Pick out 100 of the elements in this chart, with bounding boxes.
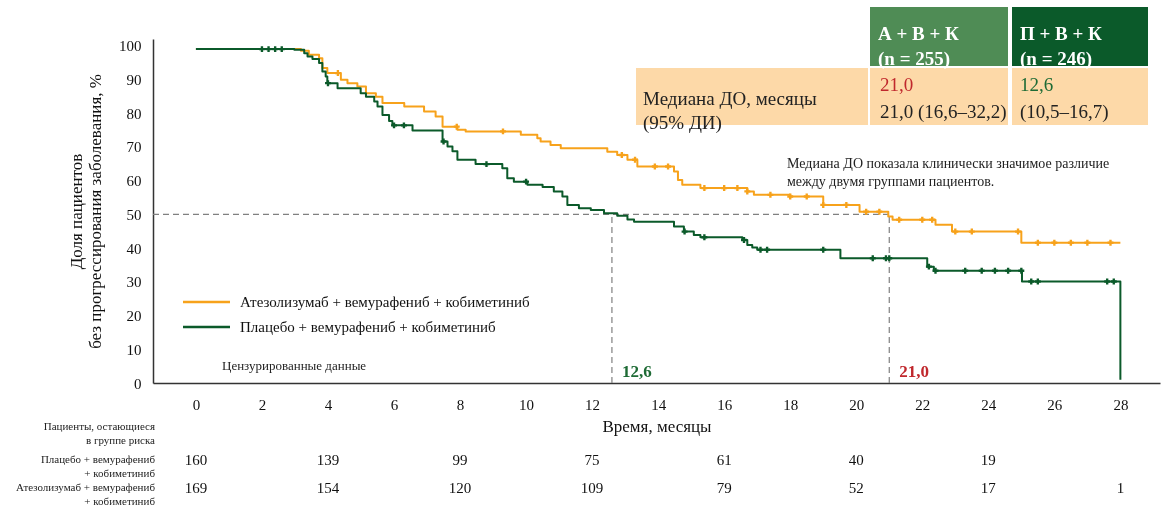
y-tick-label: 70 xyxy=(126,139,142,156)
text: Атезолизумаб + вемурафениб + кобиметиниб xyxy=(15,481,156,507)
y-tick-label: 50 xyxy=(126,206,142,223)
point xyxy=(767,191,774,198)
x-tick-label: 10 xyxy=(519,396,535,413)
point xyxy=(843,201,850,208)
point xyxy=(701,234,708,241)
point xyxy=(820,201,827,208)
annotation: 12,6 xyxy=(621,362,652,381)
text: 169 154 120 109 79 52 17 1 xyxy=(184,480,1125,496)
x-tick-label: 18 xyxy=(783,396,799,413)
y-tick-label: 60 xyxy=(126,173,142,190)
annotation: Медиана ДО, месяцы (95% ДИ) xyxy=(643,87,817,135)
x-tick-label: 4 xyxy=(324,396,333,413)
annotation: П + В + К (n = 246) xyxy=(1020,23,1103,70)
annotation: Медиана ДО показала клинически значимое различие между двумя группами пациентов. xyxy=(787,155,1110,189)
point xyxy=(483,161,490,168)
point xyxy=(962,267,969,274)
x-tick-label: 16 xyxy=(717,396,733,413)
point xyxy=(400,122,407,129)
point xyxy=(1104,278,1111,285)
point xyxy=(618,152,625,158)
x-tick-label: 22 xyxy=(915,396,931,413)
x-tick-label: 24 xyxy=(981,396,997,413)
annotation: (10,5–16,7) xyxy=(1020,101,1109,123)
annotation: 21,0 xyxy=(880,74,914,95)
point xyxy=(1067,239,1074,246)
point xyxy=(925,263,932,270)
point xyxy=(741,237,747,243)
point xyxy=(952,228,959,235)
point xyxy=(787,193,794,200)
point xyxy=(757,246,764,253)
point xyxy=(523,178,530,185)
point xyxy=(820,246,827,253)
point xyxy=(453,123,460,130)
point xyxy=(886,255,893,262)
point xyxy=(876,208,883,215)
point xyxy=(632,156,638,163)
x-tick-label: 8 xyxy=(456,396,465,413)
point xyxy=(1034,239,1041,246)
point xyxy=(325,80,331,87)
point xyxy=(265,46,272,53)
y-tick-label: 100 xyxy=(119,38,142,55)
point xyxy=(259,46,265,53)
annotation: Цензурированные данные xyxy=(222,358,367,373)
point xyxy=(1051,239,1058,246)
point xyxy=(1107,239,1114,246)
point xyxy=(734,185,741,192)
point xyxy=(665,163,672,170)
x-tick-label: 6 xyxy=(390,396,399,413)
point xyxy=(919,216,926,223)
y-tick-label: 0 xyxy=(134,375,142,392)
annotation: 12,6 xyxy=(1020,74,1054,95)
y-tick-label: 90 xyxy=(126,71,142,88)
y-tick-label: 30 xyxy=(126,274,142,291)
point xyxy=(863,208,870,215)
point xyxy=(651,163,658,170)
point xyxy=(272,46,279,53)
text: Пациенты, остающиеся в группе риска xyxy=(43,420,156,447)
point xyxy=(932,267,939,274)
legend-label: Атезолизумаб + вемурафениб + кобиметиниб xyxy=(240,294,530,310)
point xyxy=(1015,228,1021,235)
text: 160 139 99 75 61 40 19 xyxy=(184,452,996,468)
point xyxy=(978,267,985,274)
point xyxy=(721,185,728,192)
point xyxy=(278,46,285,53)
point xyxy=(500,128,506,135)
point xyxy=(1110,278,1117,285)
y-axis-title: Доля пациентов без прогрессирования заболевания, % xyxy=(67,74,105,349)
point xyxy=(391,122,397,129)
y-tick-label: 40 xyxy=(126,240,142,257)
point xyxy=(803,193,810,200)
point xyxy=(440,138,447,145)
y-tick-label: 80 xyxy=(126,105,142,122)
x-tick-label: 0 xyxy=(192,396,201,413)
x-tick-label: 14 xyxy=(651,396,667,413)
point xyxy=(764,246,771,253)
annotation: А + В + К (n = 255) xyxy=(878,23,960,70)
x-tick-label: 26 xyxy=(1047,396,1063,413)
text: Плацебо + вемурафениб + кобиметиниб xyxy=(40,453,156,480)
y-tick-label: 20 xyxy=(126,308,142,325)
point xyxy=(968,228,975,235)
point xyxy=(869,255,876,262)
x-tick-label: 12 xyxy=(585,396,601,413)
annotation: 21,0 (16,6–32,2) xyxy=(880,101,1007,123)
point xyxy=(1034,278,1041,285)
x-axis-title: Время, месяцы xyxy=(602,416,713,436)
point xyxy=(334,70,341,77)
point xyxy=(701,185,708,192)
point xyxy=(1084,239,1091,246)
x-tick-label: 2 xyxy=(258,396,267,413)
point xyxy=(929,216,936,223)
x-tick-label: 20 xyxy=(849,396,865,413)
point xyxy=(991,267,998,274)
legend-label: Плацебо + вемурафениб + кобиметиниб xyxy=(240,319,497,335)
point xyxy=(1005,267,1012,274)
point xyxy=(681,228,688,235)
annotation: 21,0 xyxy=(899,362,930,381)
point xyxy=(1018,267,1025,274)
x-tick-label: 28 xyxy=(1113,396,1129,413)
